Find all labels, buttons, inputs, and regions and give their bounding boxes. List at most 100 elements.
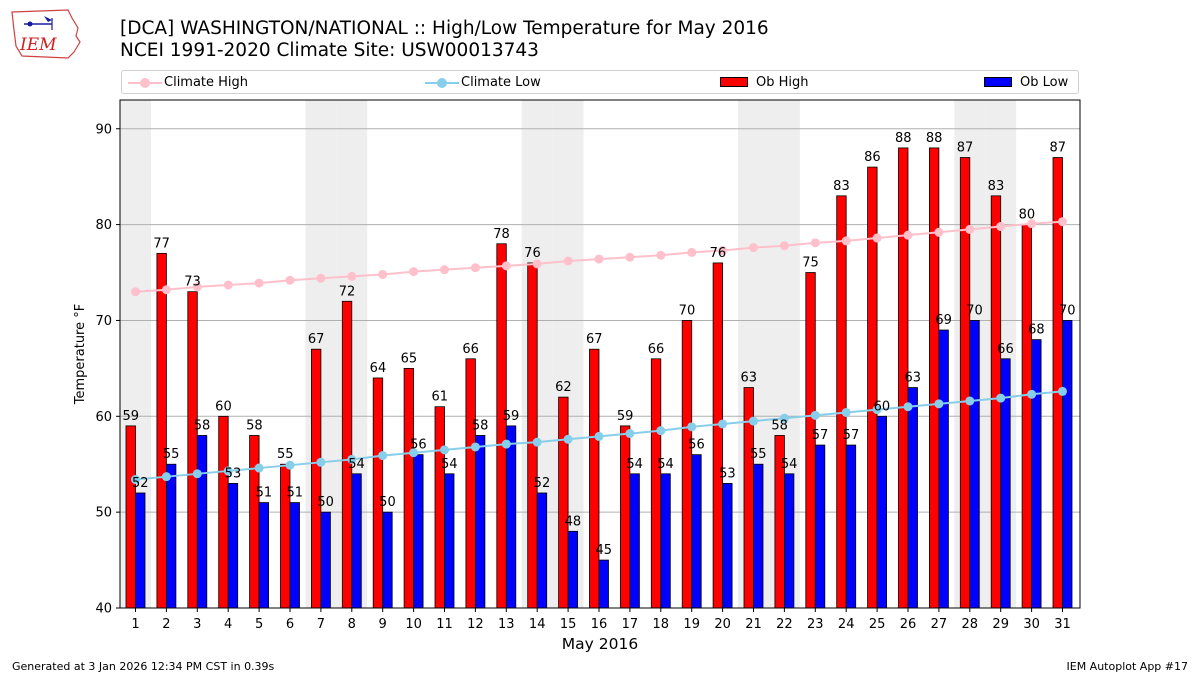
x-axis-label: May 2016 [562, 635, 638, 653]
climate-high-point [872, 233, 882, 243]
ob-low-bar [474, 435, 486, 609]
ob-high-label: 78 [493, 227, 510, 242]
climate-high-point [779, 241, 789, 251]
climate-low-point [532, 437, 542, 447]
ob-high-bar [589, 348, 600, 609]
ob-low-bar [382, 511, 393, 609]
ob-low-label: 55 [750, 447, 767, 462]
iowa-state-logo-icon [11, 9, 81, 59]
ob-low-bar [196, 435, 208, 609]
ob-high-swatch-icon [720, 77, 748, 87]
ob-high-bar [620, 425, 631, 609]
legend-ob-high-label: Ob High [756, 75, 809, 90]
x-tick-label: 20 [714, 617, 731, 632]
ob-low-label: 54 [657, 457, 674, 472]
climate-high-point [965, 224, 975, 234]
climate-low-point [501, 439, 511, 449]
climate-high-point [285, 275, 295, 285]
ob-low-bar [1031, 339, 1042, 609]
y-tick-label: 70 [95, 314, 112, 329]
climate-low-point [470, 442, 480, 452]
climate-low-point [810, 410, 820, 420]
climate-low-point [254, 463, 264, 473]
ob-low-label: 69 [935, 313, 952, 328]
ob-high-bar [465, 358, 476, 609]
chart-subtitle: NCEI 1991-2020 Climate Site: USW00013743 [120, 40, 539, 61]
ob-low-bar [598, 559, 609, 609]
climate-low-point [779, 413, 789, 423]
ob-high-label: 64 [370, 361, 387, 376]
y-tick-label: 40 [95, 602, 112, 617]
x-tick-label: 12 [467, 617, 484, 632]
climate-high-point [532, 259, 542, 269]
ob-low-label: 51 [256, 486, 273, 501]
y-tick-label: 50 [95, 506, 112, 521]
y-tick-label: 60 [95, 410, 112, 425]
climate-low-point [285, 460, 295, 470]
climate-low-point [594, 431, 604, 441]
climate-low-point [1027, 389, 1037, 399]
ob-high-label: 76 [710, 246, 727, 261]
ob-low-bar [227, 482, 239, 609]
ob-low-label: 60 [874, 399, 891, 414]
ob-high-label: 63 [740, 371, 757, 386]
x-tick-label: 27 [931, 617, 948, 632]
climate-high-point [934, 227, 944, 237]
ob-low-label: 50 [379, 495, 396, 510]
ob-low-bar [258, 502, 270, 609]
climate-high-point [378, 269, 388, 279]
y-tick-label: 80 [95, 218, 112, 233]
ob-low-label: 48 [565, 514, 582, 529]
climate-high-point [625, 252, 635, 262]
ob-high-label: 55 [277, 447, 294, 462]
climate-low-point [378, 451, 388, 461]
x-tick-label: 17 [622, 617, 639, 632]
x-tick-label: 31 [1054, 617, 1071, 632]
ob-high-bar [125, 425, 136, 609]
ob-low-label: 57 [812, 428, 829, 443]
ob-high-label: 67 [308, 332, 325, 347]
ob-high-label: 61 [431, 390, 448, 405]
climate-high-point [810, 238, 820, 248]
ob-high-label: 83 [988, 179, 1005, 194]
climate-high-point [749, 243, 758, 253]
ob-low-bar [413, 454, 424, 609]
ob-high-label: 87 [957, 141, 974, 156]
chart-title: [DCA] WASHINGTON/NATIONAL :: High/Low Te… [120, 18, 769, 39]
ob-low-bar [814, 444, 826, 609]
ob-low-bar [660, 473, 671, 609]
climate-high-point [192, 282, 202, 292]
ob-high-label: 77 [153, 236, 170, 251]
ob-high-bar [712, 262, 723, 609]
ob-low-label: 45 [595, 543, 612, 558]
climate-low-point [718, 419, 728, 429]
ob-high-bar [218, 415, 229, 609]
ob-low-bar [691, 454, 702, 609]
ob-high-label: 62 [555, 380, 572, 395]
ob-high-bar [836, 195, 847, 609]
ob-high-label: 58 [771, 418, 788, 433]
climate-low-point [687, 422, 697, 432]
ob-high-label: 66 [648, 342, 665, 357]
x-tick-label: 13 [498, 617, 515, 632]
footer-generated: Generated at 3 Jan 2026 12:34 PM CST in … [12, 660, 275, 673]
ob-low-label: 54 [781, 457, 798, 472]
climate-high-point [131, 287, 140, 297]
climate-high-point [841, 236, 851, 246]
x-tick-label: 1 [131, 617, 139, 632]
ob-low-label: 59 [503, 409, 520, 424]
x-tick-label: 7 [317, 617, 325, 632]
ob-low-label: 57 [843, 428, 860, 443]
climate-high-point [718, 245, 728, 255]
climate-high-point [903, 230, 913, 240]
climate-high-point [347, 271, 357, 281]
ob-low-label: 56 [410, 438, 427, 453]
climate-high-point [501, 261, 511, 271]
legend: Climate High Climate Low Ob High Ob Low [121, 70, 1079, 94]
ob-low-label: 54 [626, 457, 643, 472]
ob-high-bar [341, 300, 353, 609]
ob-high-label: 70 [679, 303, 696, 318]
ob-low-label: 53 [225, 466, 242, 481]
climate-low-point [223, 466, 233, 476]
